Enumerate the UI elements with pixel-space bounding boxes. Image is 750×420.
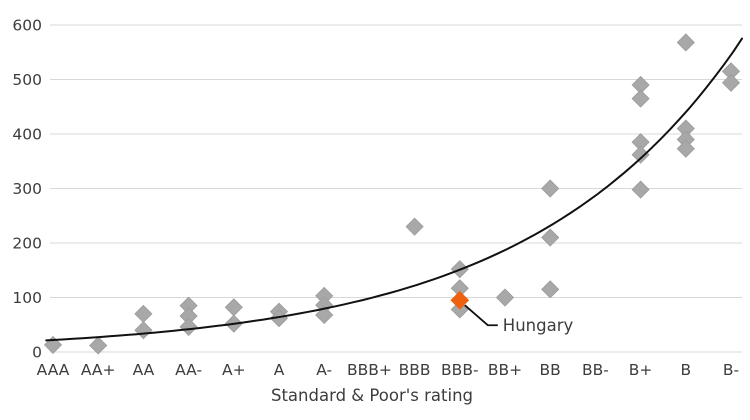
data-point-diamond [224, 298, 243, 317]
data-point-diamond [631, 89, 650, 108]
hungary-data-point [450, 290, 470, 310]
x-tick-label-B: B [680, 361, 691, 379]
data-point-diamond [721, 73, 741, 92]
data-point-diamond [541, 179, 560, 198]
hungary-annotation-label: Hungary [503, 316, 574, 335]
x-axis-title: Standard & Poor's rating [270, 386, 473, 405]
x-tick-label-BBB+: BBB+ [347, 361, 392, 379]
x-tick-label-A+: A+ [222, 361, 246, 379]
data-point-diamond [405, 217, 424, 236]
data-point-diamond [134, 304, 153, 323]
y-tick-label: 100 [12, 289, 42, 307]
data-point-diamond [179, 317, 198, 336]
data-point-diamond [676, 139, 695, 158]
y-tick-label: 300 [12, 180, 42, 198]
data-point-diamond [89, 336, 108, 355]
trend-curve [45, 37, 743, 342]
data-point-diamond [541, 228, 560, 247]
y-tick-label: 600 [12, 17, 42, 35]
x-tick-label-AAA: AAA [37, 361, 70, 379]
x-tick-label-A: A [274, 361, 285, 379]
y-tick-label: 0 [32, 344, 42, 362]
data-point-diamond [676, 33, 695, 52]
y-tick-label: 200 [12, 235, 42, 253]
x-tick-label-B+: B+ [629, 361, 653, 379]
data-point-diamond [631, 145, 650, 164]
y-tick-label: 400 [12, 126, 42, 144]
x-tick-label-AA-: AA- [175, 361, 202, 379]
y-tick-label: 500 [12, 71, 42, 89]
x-tick-label-BB: BB [540, 361, 561, 379]
data-point-diamond [134, 321, 153, 340]
x-tick-label-AA+: AA+ [81, 361, 116, 379]
x-tick-label-BB+: BB+ [488, 361, 522, 379]
data-point-diamond [541, 280, 560, 299]
data-point-diamond [315, 305, 334, 325]
hungary-callout-line [464, 304, 498, 327]
data-point-diamond [631, 180, 650, 199]
x-tick-label-AA: AA [133, 361, 155, 379]
data-point-diamond [495, 288, 515, 307]
x-tick-label-BBB-: BBB- [441, 361, 479, 379]
x-tick-label-BB-: BB- [582, 361, 609, 379]
x-tick-label-A-: A- [316, 361, 332, 379]
x-tick-label-B-: B- [723, 361, 739, 379]
x-tick-label-BBB: BBB [399, 361, 431, 379]
